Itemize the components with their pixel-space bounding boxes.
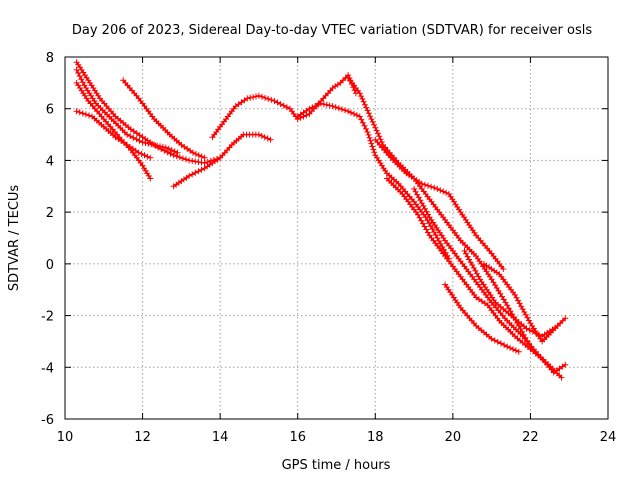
y-tick-label: 0 — [46, 258, 54, 273]
x-axis-label: GPS time / hours — [282, 458, 391, 473]
series-trace-g — [209, 72, 359, 141]
series-markers — [209, 72, 359, 141]
y-tick-label: -6 — [41, 413, 54, 428]
series-markers — [73, 66, 181, 156]
series-markers — [120, 77, 208, 161]
series-markers — [73, 59, 224, 166]
x-tick-label: 10 — [57, 430, 74, 445]
plot-border — [64, 56, 609, 420]
series-markers — [73, 79, 154, 182]
series-markers — [442, 281, 522, 355]
x-tick-label: 20 — [445, 430, 462, 445]
y-tick-label: 8 — [46, 51, 54, 66]
series-trace-o — [480, 260, 561, 345]
series-line — [75, 69, 178, 154]
series-trace-e — [120, 77, 208, 161]
series-trace-f — [170, 131, 274, 190]
series-trace-h — [294, 100, 452, 262]
series-trace-i — [345, 74, 534, 350]
series-markers — [411, 185, 569, 376]
series-trace-l — [411, 185, 569, 376]
series-line — [122, 79, 205, 159]
series-trace-d — [73, 108, 154, 161]
x-tick-label: 24 — [600, 430, 617, 445]
series-trace-b — [73, 66, 181, 156]
series-markers — [372, 136, 507, 272]
series-line — [297, 102, 450, 260]
y-tick-label: -2 — [41, 310, 54, 325]
y-tick-label: -4 — [41, 361, 54, 376]
x-tick-label: 18 — [367, 430, 384, 445]
grid — [65, 57, 608, 419]
series-trace-a — [73, 59, 224, 166]
chart-title: Day 206 of 2023, Sidereal Day-to-day VTE… — [72, 23, 592, 38]
series-markers — [480, 260, 561, 345]
x-tick-label: 22 — [522, 430, 539, 445]
series-trace-c — [73, 79, 154, 182]
series-markers — [294, 100, 452, 262]
x-tick-label: 12 — [134, 430, 151, 445]
x-tick-label: 14 — [212, 430, 229, 445]
y-tick-label: 2 — [46, 206, 54, 221]
data-traces — [73, 59, 569, 381]
series-markers — [345, 74, 534, 350]
y-tick-label: 6 — [46, 103, 54, 118]
y-tick-label: 4 — [46, 154, 54, 169]
y-axis-label: SDTVAR / TECUs — [7, 185, 22, 292]
series-line — [75, 82, 152, 179]
series-trace-m — [442, 281, 522, 355]
series-line — [413, 188, 566, 374]
series-trace-j — [372, 136, 507, 272]
series-markers — [73, 108, 154, 161]
x-tick-label: 16 — [289, 430, 306, 445]
series-markers — [170, 131, 274, 190]
